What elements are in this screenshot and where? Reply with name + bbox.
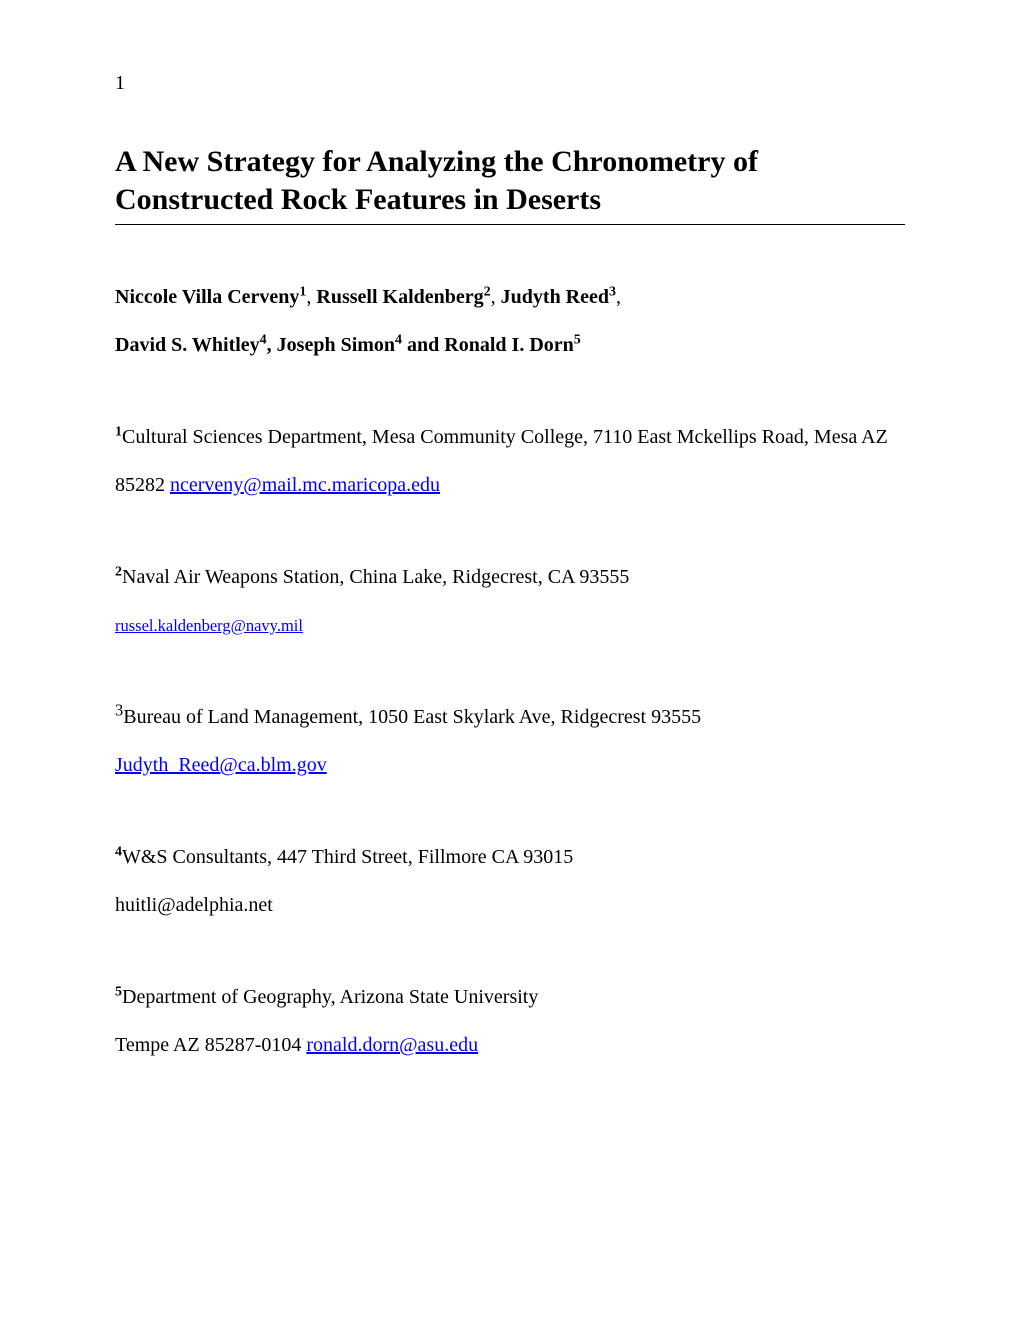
affiliation-3: 3Bureau of Land Management, 1050 East Sk… xyxy=(115,693,905,789)
author-sup-2: 2 xyxy=(484,284,491,299)
affil-text-5b: Tempe AZ 85287-0104 xyxy=(115,1034,306,1056)
tail: , xyxy=(616,286,621,308)
affil-sup-3: 3 xyxy=(115,700,123,719)
paper-title: A New Strategy for Analyzing the Chronom… xyxy=(115,143,905,218)
affil-email-5[interactable]: ronald.dorn@asu.edu xyxy=(306,1034,478,1056)
affil-email-3[interactable]: Judyth_Reed@ca.blm.gov xyxy=(115,754,327,776)
author-sup-5: 4 xyxy=(395,332,402,347)
affil-email-2[interactable]: russel.kaldenberg@navy.mil xyxy=(115,616,303,635)
affil-email-4: huitli@adelphia.net xyxy=(115,894,273,916)
affil-text-4: W&S Consultants, 447 Third Street, Fillm… xyxy=(122,846,573,868)
affil-text-5: Department of Geography, Arizona State U… xyxy=(122,986,538,1008)
affiliation-2: 2Naval Air Weapons Station, China Lake, … xyxy=(115,553,905,649)
page: 1 A New Strategy for Analyzing the Chron… xyxy=(0,0,1020,1185)
sep: , xyxy=(491,286,501,308)
author-sup-3: 3 xyxy=(609,284,616,299)
affil-sup-4: 4 xyxy=(115,844,122,859)
affil-email-1[interactable]: ncerveny@mail.mc.maricopa.edu xyxy=(170,474,440,496)
sep: , xyxy=(306,286,316,308)
affil-text-2: Naval Air Weapons Station, China Lake, R… xyxy=(122,566,629,588)
affil-sup-1: 1 xyxy=(115,424,122,439)
authors-block: Niccole Villa Cerveny1, Russell Kaldenbe… xyxy=(115,273,905,369)
affil-sup-2: 2 xyxy=(115,564,122,579)
author-name-3: Judyth Reed xyxy=(501,286,609,308)
author-name-6: Ronald I. Dorn xyxy=(444,334,573,356)
sep: and xyxy=(402,334,444,356)
author-name-2: Russell Kaldenberg xyxy=(316,286,483,308)
page-number: 1 xyxy=(115,72,905,95)
sep: , xyxy=(267,334,277,356)
affil-text-3: Bureau of Land Management, 1050 East Sky… xyxy=(123,706,701,728)
author-sup-4: 4 xyxy=(260,332,267,347)
affiliation-4: 4W&S Consultants, 447 Third Street, Fill… xyxy=(115,833,905,929)
author-name-1: Niccole Villa Cerveny xyxy=(115,286,299,308)
title-rule xyxy=(115,224,905,225)
author-name-4: David S. Whitley xyxy=(115,334,260,356)
affil-sup-5: 5 xyxy=(115,984,122,999)
affiliation-1: 1Cultural Sciences Department, Mesa Comm… xyxy=(115,413,905,509)
author-sup-6: 5 xyxy=(574,332,581,347)
affiliation-5: 5Department of Geography, Arizona State … xyxy=(115,973,905,1069)
author-name-5: Joseph Simon xyxy=(277,334,395,356)
